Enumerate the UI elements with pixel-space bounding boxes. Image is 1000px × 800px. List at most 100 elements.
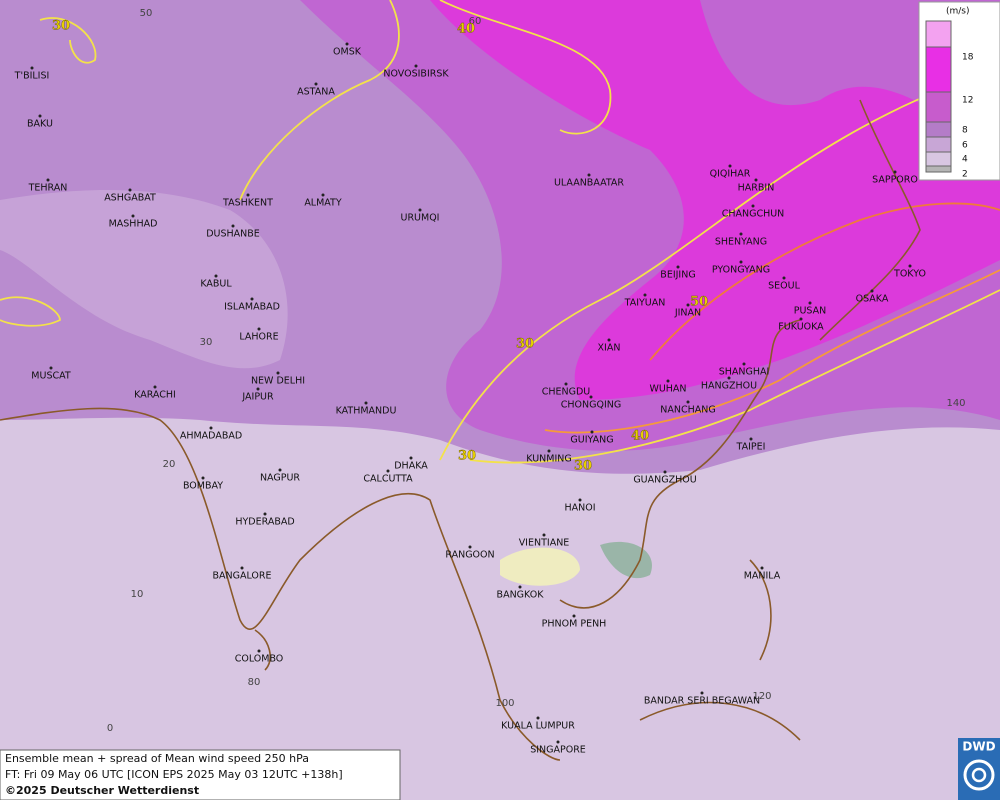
- city-dot: [760, 566, 764, 570]
- city-label: KATHMANDU: [336, 406, 397, 417]
- city-label: BAKU: [27, 119, 53, 130]
- city-dot: [386, 469, 390, 473]
- city-label: KUALA LUMPUR: [501, 721, 575, 732]
- city-dot: [751, 204, 755, 208]
- city-label: CHANGCHUN: [722, 209, 785, 220]
- grid-label: 10: [131, 589, 144, 600]
- legend-label: 6: [962, 141, 968, 151]
- coastline: [559, 319, 801, 609]
- city-label: GUIYANG: [570, 435, 613, 446]
- city-label: KABUL: [200, 279, 232, 290]
- footer-text: Ensemble mean + spread of Mean wind spee…: [5, 752, 309, 765]
- city-dot: [686, 400, 690, 404]
- grid-label: 60: [469, 16, 482, 27]
- city-label: TOKYO: [893, 269, 926, 280]
- city-label: MASHHAD: [109, 219, 158, 230]
- grid-label: 0: [107, 723, 113, 734]
- city-dot: [587, 173, 591, 177]
- city-dot: [314, 82, 318, 86]
- footer-text: FT: Fri 09 May 06 UTC [ICON EPS 2025 May…: [5, 768, 343, 781]
- logo-text: DWD: [962, 740, 995, 754]
- contour-30: [439, 69, 1000, 461]
- city-dot: [589, 395, 593, 399]
- city-dot: [128, 188, 132, 192]
- city-dot: [676, 265, 680, 269]
- city-dot: [727, 376, 731, 380]
- city-label: AHMADABAD: [180, 431, 242, 442]
- city-label: KARACHI: [134, 390, 176, 401]
- city-dot: [214, 274, 218, 278]
- contour-40: [439, 0, 612, 135]
- city-dot: [30, 66, 34, 70]
- city-dot: [518, 585, 522, 589]
- city-dot: [572, 614, 576, 618]
- city-label: KUNMING: [526, 454, 572, 465]
- city-dot: [536, 716, 540, 720]
- grid-label: 80: [248, 677, 261, 688]
- city-dot: [578, 498, 582, 502]
- city-label: QIQIHAR: [710, 169, 751, 180]
- field-jet: [430, 0, 1000, 400]
- contour-30: [469, 289, 1000, 464]
- coastline: [0, 407, 561, 761]
- city-label: HANGZHOU: [701, 381, 757, 392]
- legend-swatch: [925, 46, 952, 93]
- city-label: SAPPORO: [872, 175, 918, 186]
- contour-label: 30: [574, 459, 592, 474]
- city-label: NEW DELHI: [251, 376, 305, 387]
- contour-30: [39, 17, 97, 64]
- city-dot: [547, 449, 551, 453]
- coastline: [819, 99, 921, 341]
- city-label: DUSHANBE: [206, 229, 260, 240]
- city-label: JAIPUR: [241, 392, 274, 403]
- grid-label: 120: [752, 691, 771, 702]
- city-label: BEIJING: [660, 270, 695, 281]
- contour-label: 30: [516, 337, 534, 352]
- city-dot: [739, 260, 743, 264]
- city-label: NANCHANG: [660, 405, 715, 416]
- contours: [0, 0, 1000, 464]
- grid-label: 140: [946, 398, 965, 409]
- city-label: PHNOM PENH: [542, 619, 607, 630]
- city-dot: [643, 293, 647, 297]
- city-label: ULAANBAATAR: [554, 178, 624, 189]
- city-label: WUHAN: [649, 384, 686, 395]
- legend-label: 12: [962, 96, 973, 106]
- city-label: BANDAR SERI BEGAWAN: [644, 696, 760, 707]
- city-dot: [321, 193, 325, 197]
- city-label: RANGOON: [445, 550, 494, 561]
- legend-swatch: [925, 151, 952, 167]
- city-dot: [38, 114, 42, 118]
- city-dot: [263, 512, 267, 516]
- city-label: DHAKA: [394, 461, 428, 472]
- city-label: NAGPUR: [260, 473, 300, 484]
- field-light: [0, 190, 288, 369]
- logo-mark: [971, 767, 987, 783]
- legend-label: 18: [962, 53, 974, 63]
- city-label: MANILA: [744, 571, 781, 582]
- city-dot: [201, 476, 205, 480]
- city-dot: [409, 456, 413, 460]
- city-dot: [607, 338, 611, 342]
- city-label: CHENGDU: [542, 387, 591, 398]
- contour-30: [0, 296, 61, 327]
- city-dot: [908, 264, 912, 268]
- coastline: [254, 629, 271, 671]
- city-label: OSAKA: [856, 294, 889, 305]
- city-label: SHENYANG: [715, 237, 767, 248]
- city-dot: [49, 366, 53, 370]
- city-label: COLOMBO: [235, 654, 284, 665]
- city-label: SEOUL: [768, 281, 800, 292]
- grid-label: 20: [163, 459, 176, 470]
- contour-label: 30: [52, 19, 70, 34]
- city-dot: [46, 178, 50, 182]
- city-dot: [257, 649, 261, 653]
- city-dot: [742, 362, 746, 366]
- city-dot: [276, 371, 280, 375]
- city-dot: [240, 566, 244, 570]
- city-label: URUMQI: [401, 213, 440, 224]
- city-dot: [231, 224, 235, 228]
- city-label: CHONGQING: [561, 400, 621, 411]
- logo-mark: [963, 759, 995, 791]
